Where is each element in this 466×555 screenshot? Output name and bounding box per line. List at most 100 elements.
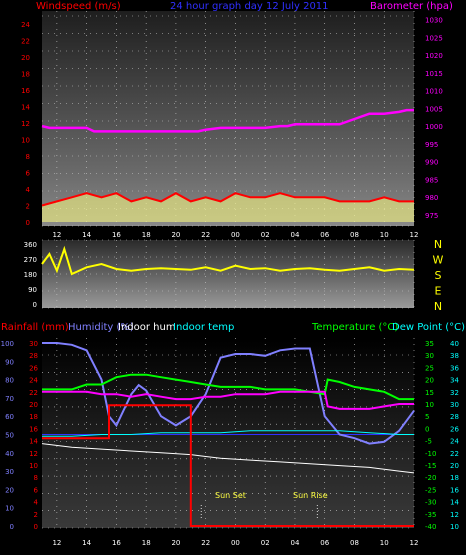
- x-tick-label: 16: [112, 231, 121, 239]
- rainfall-axis-label: Rainfall (mm): [1, 322, 69, 333]
- humidity-tick-label: 30: [5, 468, 14, 476]
- humidity-tick-label: 90: [5, 358, 14, 366]
- temperature-tick-label: -15: [425, 462, 436, 470]
- chart-marks: [41, 108, 415, 527]
- humidity-tick-label: 40: [5, 450, 14, 458]
- barometer-tick-label: 1015: [425, 70, 443, 78]
- wind-tick-label: 20: [21, 54, 30, 62]
- x-tick-label: 14: [82, 539, 91, 547]
- wind-tick-label: 8: [26, 153, 30, 161]
- rain-tick-label: 8: [34, 474, 38, 482]
- x-tick-label: 02: [261, 539, 270, 547]
- x-tick-label: 00: [231, 231, 240, 239]
- compass-letter: N: [434, 238, 442, 251]
- dew-point-axis-label: Dew Point (°C): [392, 322, 465, 333]
- x-tick-label: 12: [410, 539, 419, 547]
- rain-tick-label: 22: [29, 389, 38, 397]
- barometer-axis-label: Barometer (hpa): [370, 1, 453, 12]
- dew-point-tick-label: 28: [450, 413, 459, 421]
- windspeed-line: [41, 192, 414, 207]
- dew-point-tick-label: 32: [450, 389, 459, 397]
- wind-tick-label: 14: [21, 104, 30, 112]
- temperature-tick-label: 5: [425, 413, 429, 421]
- barometer-tick-label: 985: [425, 176, 438, 184]
- x-tick-label: 22: [201, 539, 210, 547]
- temperature-tick-label: -40: [425, 523, 436, 531]
- direction-tick-label: 270: [24, 256, 37, 264]
- wind-tick-label: 18: [21, 71, 30, 79]
- direction-tick-label: 90: [28, 286, 37, 294]
- sun-set-label: Sun Set: [215, 491, 246, 500]
- temperature-tick-label: -20: [425, 474, 436, 482]
- windspeed-axis-label: Windspeed (m/s): [36, 1, 121, 12]
- dew-point-tick-label: 30: [450, 401, 459, 409]
- direction-tick-label: 0: [33, 301, 37, 309]
- barometer-tick-label: 975: [425, 212, 438, 220]
- dew-point-tick-label: 14: [450, 499, 459, 507]
- temperature-tick-label: -35: [425, 511, 436, 519]
- rain-tick-label: 10: [29, 462, 38, 470]
- barometer-tick-label: 1025: [425, 34, 443, 42]
- dew-point-tick-label: 16: [450, 486, 459, 494]
- rain-tick-label: 26: [29, 364, 38, 372]
- wind-tick-label: 24: [21, 21, 30, 29]
- humidity-tick-label: 20: [5, 486, 14, 494]
- x-tick-label: 20: [171, 231, 180, 239]
- x-tick-label: 04: [291, 231, 300, 239]
- barometer-tick-label: 1000: [425, 123, 443, 131]
- humidity-tick-label: 60: [5, 413, 14, 421]
- main-panel-plot: [42, 338, 414, 528]
- wind-tick-label: 2: [26, 203, 30, 211]
- indoor-hum-line: [41, 443, 415, 474]
- dew-point-tick-label: 40: [450, 340, 459, 348]
- temperature-tick-label: 0: [425, 425, 429, 433]
- humidity-tick-label: 0: [10, 523, 14, 531]
- temperature-tick-label: -25: [425, 486, 436, 494]
- humidity-axis-label: Humidity (%): [68, 322, 134, 333]
- wind-tick-label: 10: [21, 137, 30, 145]
- wind-tick-label: 16: [21, 87, 30, 95]
- sun-rise-label: Sun Rise: [293, 491, 328, 500]
- compass-letter: N: [434, 300, 442, 313]
- temperature-tick-label: -5: [425, 438, 432, 446]
- direction-tick-label: 180: [24, 271, 37, 279]
- wind-panel-plot: [42, 11, 414, 226]
- humidity-tick-label: 100: [1, 340, 14, 348]
- rain-tick-label: 18: [29, 413, 38, 421]
- rain-tick-label: 30: [29, 340, 38, 348]
- dew-point-tick-label: 10: [450, 523, 459, 531]
- rainfall-line: [42, 404, 414, 527]
- humidity-tick-label: 50: [5, 432, 14, 440]
- temperature-tick-label: 25: [425, 364, 434, 372]
- indoor-hum-label: Indoor hum: [118, 322, 176, 333]
- wind-tick-label: 6: [26, 170, 31, 178]
- rain-tick-label: 0: [34, 523, 38, 531]
- temperature-axis-label: Temperature (°C): [311, 322, 398, 333]
- barometer-tick-label: 980: [425, 194, 438, 202]
- indoor-temp-line: [42, 430, 414, 437]
- wind-direction-line: [41, 245, 415, 276]
- temperature-tick-label: 35: [425, 340, 434, 348]
- compass-letter: S: [435, 269, 442, 282]
- rain-tick-label: 14: [29, 438, 38, 446]
- x-tick-label: 12: [410, 231, 419, 239]
- chart-title: 24 hour graph day 12 July 2011: [170, 1, 329, 12]
- direction-tick-label: 360: [24, 241, 37, 249]
- compass-letter: W: [433, 254, 444, 267]
- dew-point-tick-label: 34: [450, 377, 459, 385]
- dew-point-tick-label: 38: [450, 352, 459, 360]
- indoor-temp-label: Indoor temp: [173, 322, 234, 333]
- dew-point-tick-label: 36: [450, 364, 459, 372]
- x-tick-label: 08: [350, 539, 359, 547]
- wind-tick-label: 12: [21, 120, 30, 128]
- humidity-tick-label: 70: [5, 395, 14, 403]
- dew-point-line: [42, 390, 414, 410]
- temperature-tick-label: 30: [425, 352, 434, 360]
- temperature-tick-label: 10: [425, 401, 434, 409]
- compass-letter: E: [435, 285, 442, 298]
- wind-tick-label: 0: [26, 219, 30, 227]
- dew-point-tick-label: 26: [450, 425, 459, 433]
- dew-point-tick-label: 22: [450, 450, 459, 458]
